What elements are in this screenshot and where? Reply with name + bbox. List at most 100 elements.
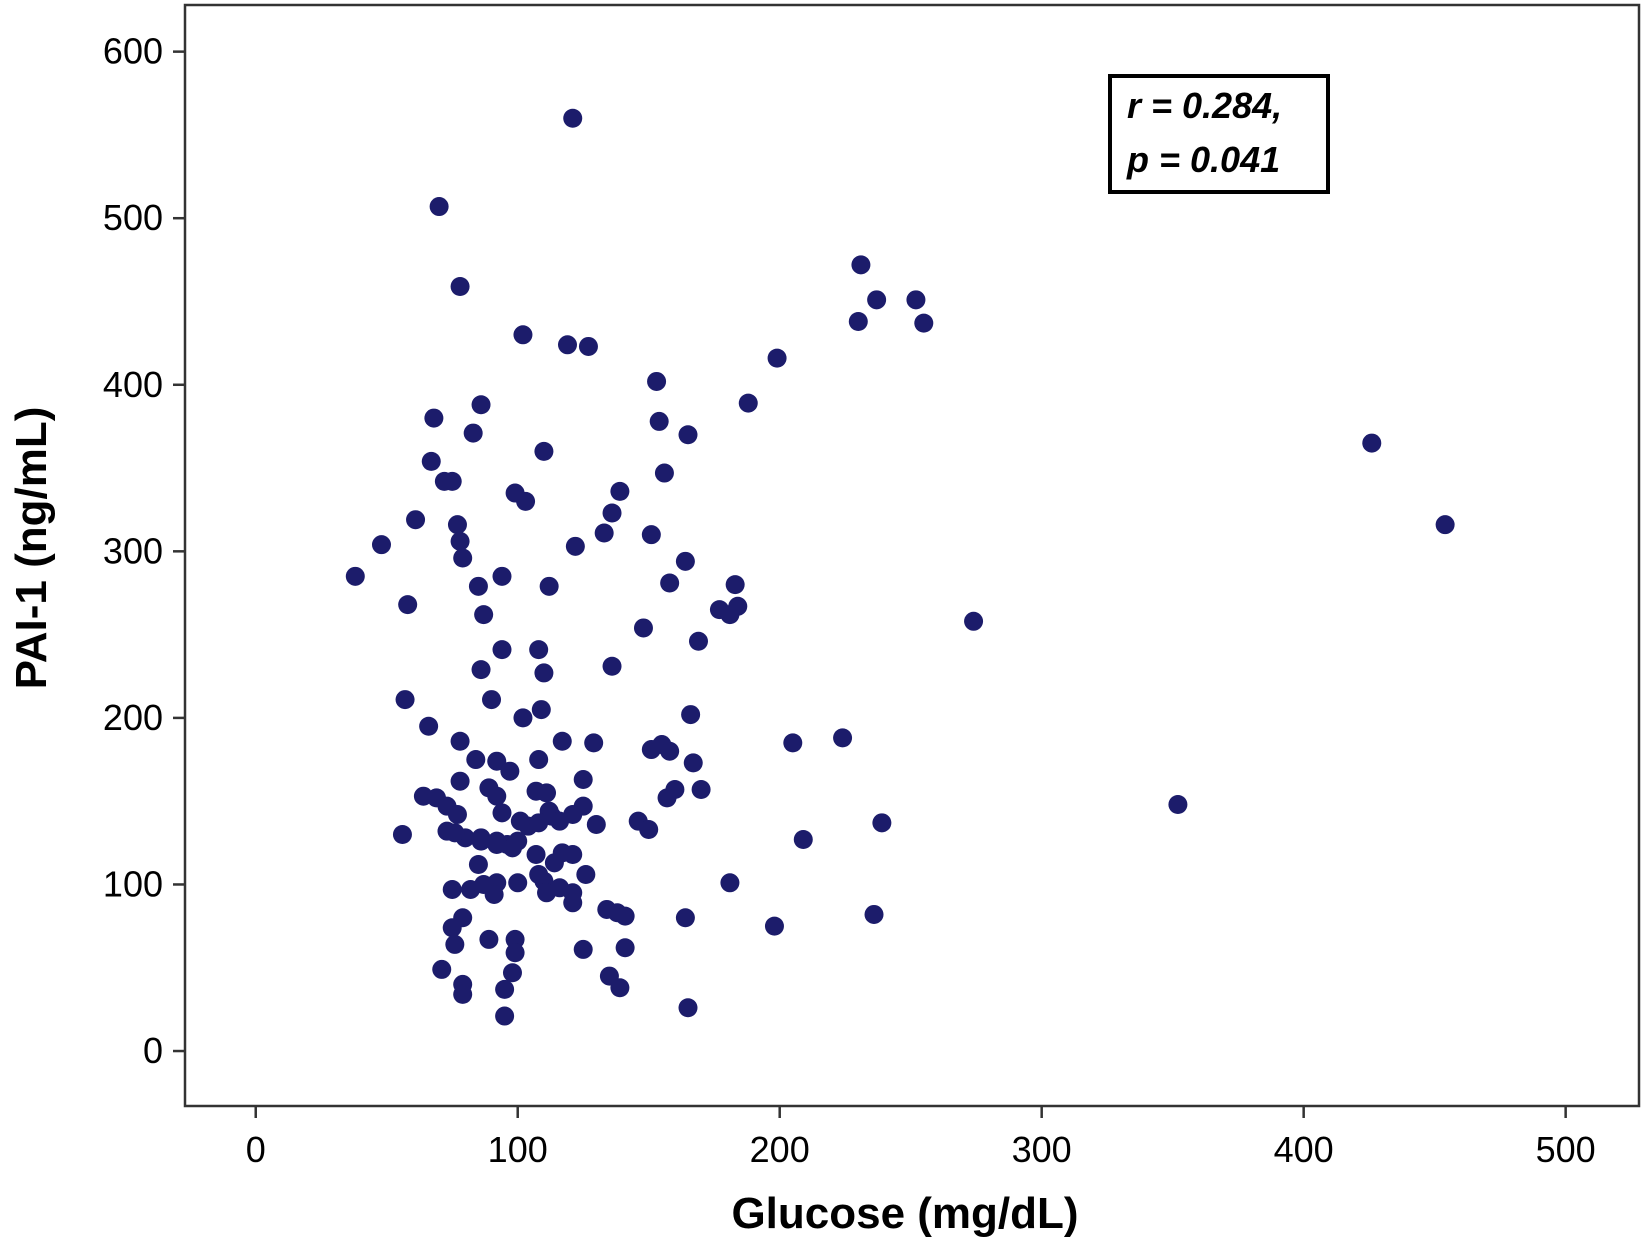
- stats-annotation: r = 0.284, p = 0.041: [1108, 74, 1330, 194]
- annotation-p-value: p = 0.041: [1126, 139, 1280, 180]
- data-point: [537, 783, 557, 803]
- data-point: [565, 536, 585, 556]
- data-point: [450, 531, 470, 551]
- data-point: [492, 640, 512, 660]
- data-point: [419, 716, 439, 736]
- data-point: [529, 864, 549, 884]
- data-point: [720, 873, 740, 893]
- data-point: [563, 844, 583, 864]
- data-point: [654, 463, 674, 483]
- data-point: [450, 731, 470, 751]
- data-point: [851, 255, 871, 275]
- data-point: [610, 978, 630, 998]
- data-point: [495, 979, 515, 999]
- data-point: [864, 904, 884, 924]
- x-tick-label: 100: [488, 1129, 548, 1170]
- data-point: [586, 815, 606, 835]
- data-point: [1435, 515, 1455, 535]
- data-point: [867, 290, 887, 310]
- data-point: [534, 663, 554, 683]
- data-point: [461, 879, 481, 899]
- data-point: [576, 864, 596, 884]
- data-point: [500, 761, 520, 781]
- data-point: [492, 566, 512, 586]
- x-tick-label: 200: [750, 1129, 810, 1170]
- data-point: [660, 573, 680, 593]
- data-point: [479, 929, 499, 949]
- data-point: [442, 879, 462, 899]
- data-point: [691, 780, 711, 800]
- data-point: [463, 423, 483, 443]
- data-point: [678, 998, 698, 1018]
- data-point: [639, 820, 659, 840]
- data-point: [445, 934, 465, 954]
- data-point: [471, 660, 491, 680]
- data-point: [392, 824, 412, 844]
- data-point: [657, 788, 677, 808]
- y-tick-label: 200: [103, 697, 163, 738]
- data-point: [544, 853, 564, 873]
- data-point: [793, 829, 813, 849]
- data-point: [445, 823, 465, 843]
- data-point: [487, 786, 507, 806]
- y-tick-label: 300: [103, 530, 163, 571]
- data-point: [688, 631, 708, 651]
- data-point: [649, 411, 669, 431]
- data-point: [531, 700, 551, 720]
- data-point: [513, 325, 533, 345]
- data-point: [872, 813, 892, 833]
- data-point: [833, 728, 853, 748]
- data-point: [492, 803, 512, 823]
- data-point: [602, 503, 622, 523]
- data-point: [395, 690, 415, 710]
- data-point: [502, 963, 522, 983]
- data-point: [447, 805, 467, 825]
- data-points: [345, 108, 1455, 1026]
- data-point: [906, 290, 926, 310]
- data-point: [505, 929, 525, 949]
- annotation-box: [1108, 74, 1330, 194]
- data-point: [453, 548, 473, 568]
- data-point: [764, 916, 784, 936]
- data-point: [563, 108, 583, 128]
- data-point: [421, 451, 441, 471]
- data-point: [447, 515, 467, 535]
- axis-ticks: 0 100 200 300 400 500 0 100 200 300 400 500 600: [103, 31, 1596, 1170]
- data-point: [557, 335, 577, 355]
- data-point: [783, 733, 803, 753]
- data-point: [633, 618, 653, 638]
- y-tick-label: 500: [103, 197, 163, 238]
- data-point: [526, 844, 546, 864]
- data-point: [442, 918, 462, 938]
- data-point: [398, 595, 418, 615]
- data-point: [516, 491, 536, 511]
- data-point: [468, 854, 488, 874]
- data-point: [683, 753, 703, 773]
- data-point: [660, 741, 680, 761]
- data-point: [914, 313, 934, 333]
- data-point: [450, 771, 470, 791]
- data-point: [725, 575, 745, 595]
- y-tick-label: 100: [103, 863, 163, 904]
- data-point: [1168, 795, 1188, 815]
- data-point: [487, 751, 507, 771]
- x-axis-label: Glucose (mg/dL): [731, 1189, 1078, 1238]
- data-point: [453, 984, 473, 1004]
- data-point: [508, 831, 528, 851]
- data-point: [681, 705, 701, 725]
- data-point: [728, 596, 748, 616]
- data-point: [563, 893, 583, 913]
- plot-area-frame: [183, 3, 1641, 1108]
- data-point: [508, 873, 528, 893]
- data-point: [471, 828, 491, 848]
- y-axis-label: PAI-1 (ng/mL): [7, 407, 56, 690]
- data-point: [641, 525, 661, 545]
- data-point: [482, 690, 502, 710]
- data-point: [678, 425, 698, 445]
- data-point: [429, 197, 449, 217]
- x-tick-label: 400: [1274, 1129, 1334, 1170]
- data-point: [505, 943, 525, 963]
- data-point: [529, 750, 549, 770]
- data-point: [468, 576, 488, 596]
- data-point: [539, 576, 559, 596]
